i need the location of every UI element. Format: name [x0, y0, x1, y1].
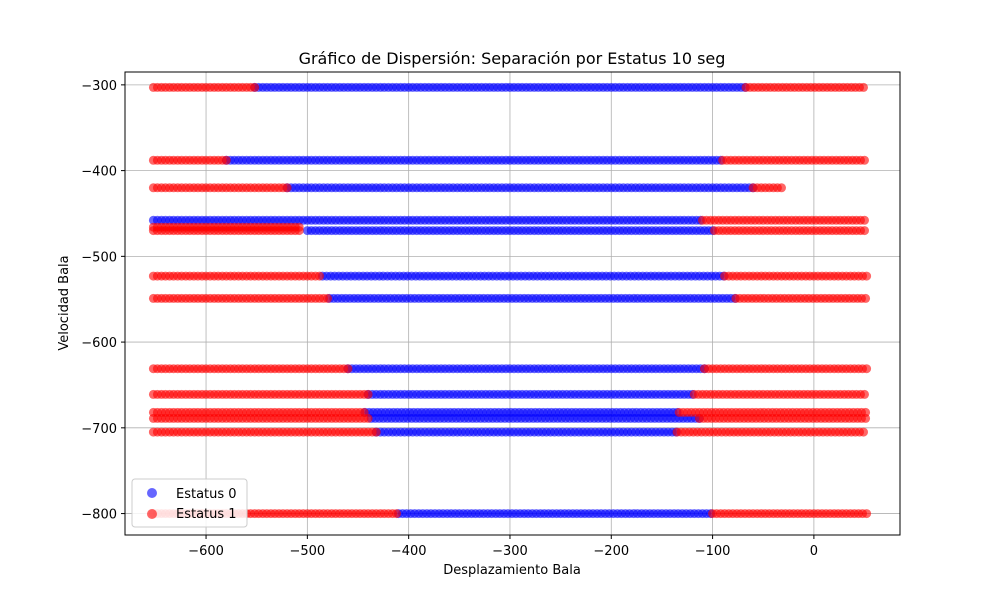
- plot-area-frame: [124, 71, 901, 536]
- scatter-point-estatus-1: [323, 293, 333, 303]
- x-axis-label: Desplazamiento Bala: [443, 563, 581, 578]
- legend-marker-estatus-0: [147, 488, 157, 498]
- scatter-point-estatus-1: [860, 215, 869, 225]
- scatter-point-estatus-1: [363, 389, 373, 399]
- scatter-point-estatus-1: [861, 293, 871, 303]
- x-tick-label: −200: [593, 544, 629, 559]
- scatter-point-estatus-1: [860, 389, 869, 399]
- scatter-point-estatus-1: [777, 183, 786, 193]
- scatter-point-estatus-1: [221, 155, 231, 165]
- y-tick-label: −800: [81, 508, 117, 523]
- scatter-point-estatus-1: [860, 155, 869, 165]
- chart-title: Gráfico de Dispersión: Separación por Es…: [299, 49, 726, 68]
- scatter-point-estatus-1: [861, 413, 871, 423]
- scatter-point-estatus-1: [859, 82, 868, 92]
- scatter-point-estatus-1: [315, 271, 324, 281]
- legend: Estatus 0 Estatus 1: [131, 478, 248, 528]
- y-tick-label: −300: [81, 79, 117, 94]
- legend-marker-estatus-1: [147, 509, 157, 519]
- scatter-point-estatus-1: [860, 226, 869, 236]
- scatter-point-estatus-1: [371, 427, 381, 437]
- scatter-point-estatus-1: [250, 82, 260, 92]
- scatter-point-estatus-1: [294, 226, 304, 236]
- legend-label-estatus-1: Estatus 1: [176, 507, 237, 522]
- x-tick-label: −300: [492, 544, 528, 559]
- x-axis-ticks: −600 −500 −400 −300 −200 −100 0: [188, 535, 818, 559]
- scatter-point-estatus-1: [282, 183, 292, 193]
- x-tick-label: −600: [188, 544, 224, 559]
- x-tick-label: 0: [810, 544, 818, 559]
- x-tick-label: −500: [289, 544, 325, 559]
- scatter-point-estatus-1: [392, 509, 401, 519]
- y-axis-ticks: −800 −700 −600 −500 −400 −300: [81, 79, 125, 523]
- scatter-point-estatus-1: [862, 364, 872, 374]
- y-tick-label: −500: [81, 250, 117, 265]
- y-tick-label: −700: [81, 422, 117, 437]
- scatter-point-estatus-1: [343, 364, 353, 374]
- y-axis-label: Velocidad Bala: [57, 255, 72, 350]
- x-tick-label: −400: [391, 544, 427, 559]
- scatter-point-estatus-1: [862, 271, 872, 281]
- y-tick-label: −400: [81, 165, 117, 180]
- scatter-point-estatus-1: [859, 427, 868, 437]
- legend-box: [131, 478, 248, 528]
- scatter-point-estatus-1: [862, 509, 872, 519]
- x-tick-label: −100: [695, 544, 731, 559]
- grid: [125, 72, 900, 535]
- scatter-point-estatus-1: [363, 413, 373, 423]
- legend-label-estatus-0: Estatus 0: [176, 487, 237, 502]
- data-points: [148, 82, 872, 519]
- y-tick-label: −600: [81, 336, 117, 351]
